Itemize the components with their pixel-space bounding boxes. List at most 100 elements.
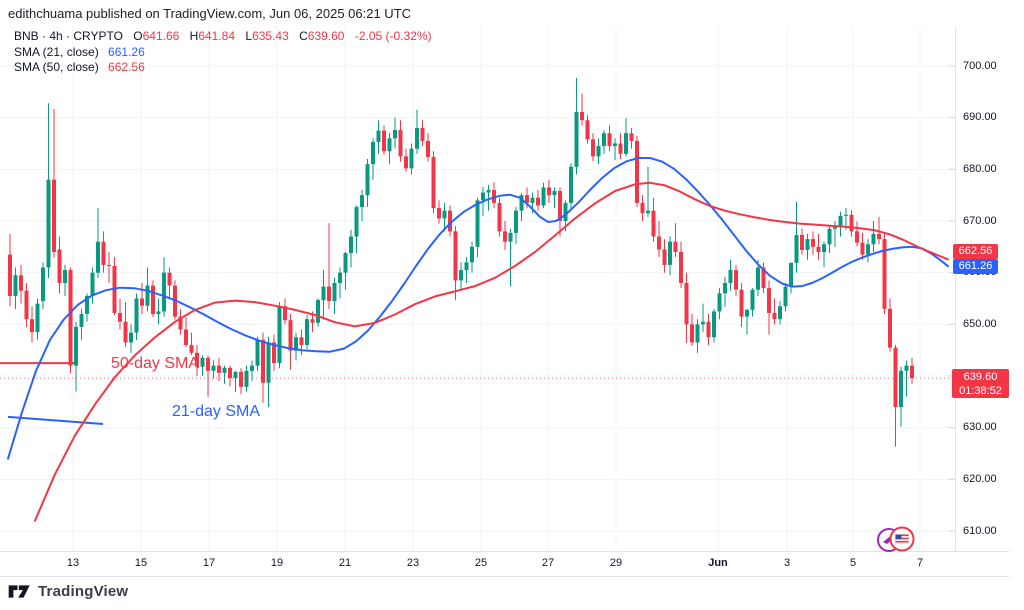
candle-up [41, 267, 45, 302]
candle-down [24, 290, 29, 320]
high-value: 641.84 [198, 29, 236, 43]
candle-down [288, 320, 293, 351]
candle-up [442, 210, 447, 219]
candle-up [646, 210, 650, 214]
candle-up [415, 128, 419, 149]
candle-down [635, 140, 639, 203]
candle-down [426, 140, 430, 157]
candle-down [431, 156, 436, 209]
sma50-price-badge: 662.56 [953, 243, 998, 259]
sma50-annotation-text[interactable]: 50-day SMA [111, 355, 200, 372]
time-axis[interactable]: 13 15 17 19 21 23 25 27 29 Jun 3 5 7 [0, 551, 1009, 577]
candle-down [525, 195, 529, 203]
candle-up [827, 228, 832, 245]
candle-up [486, 190, 491, 193]
us-flag-event-icon[interactable] [889, 526, 915, 552]
sma21-line [7, 157, 949, 460]
candle-up [833, 226, 837, 229]
candle-up [530, 197, 535, 203]
time-axis-label: 29 [609, 557, 623, 569]
candle-up [145, 285, 150, 306]
candle-down [140, 298, 144, 306]
candle-up [805, 239, 810, 250]
sma50-line [34, 181, 949, 522]
candle-up [85, 295, 89, 315]
candle-up [459, 270, 463, 281]
candle-up [365, 164, 370, 196]
candle-down [101, 241, 106, 265]
candle-down [618, 143, 623, 154]
candle-up [134, 298, 139, 333]
event-marker-group[interactable] [872, 524, 918, 556]
candle-down [772, 312, 777, 320]
candle-up [596, 146, 601, 157]
candle-up [794, 234, 799, 263]
candle-up [899, 370, 903, 408]
candle-down [272, 342, 276, 364]
candle-down [547, 187, 551, 196]
time-axis-label: 17 [202, 557, 216, 569]
sma21-legend-row[interactable]: SMA (21, close) 661.26 [14, 45, 432, 61]
candle-up [717, 293, 722, 312]
candle-down [811, 239, 815, 247]
candle-up [305, 319, 309, 346]
candle-up [624, 133, 628, 154]
sma21-value: 661.26 [108, 44, 145, 59]
candle-down [558, 191, 562, 222]
candle-down [327, 286, 331, 302]
low-label: L [245, 29, 253, 43]
candle-up [541, 187, 546, 206]
candle-down [536, 197, 540, 206]
candle-up [63, 270, 67, 284]
candle-down [585, 120, 590, 140]
trendline-drawing[interactable] [7, 415, 104, 426]
price-axis-label: 630.00 [963, 421, 997, 434]
candle-down [19, 275, 23, 291]
candle-up [200, 357, 205, 367]
candle-up [343, 253, 348, 273]
candle-up [277, 306, 282, 364]
bar-countdown: 01:38:52 [959, 385, 1002, 398]
time-axis-label: 27 [541, 557, 555, 569]
candle-up [904, 365, 909, 371]
sma50-value: 662.56 [108, 60, 145, 74]
candle-up [371, 141, 375, 165]
symbol-legend-row[interactable]: BNB · 4h · CRYPTO O641.66 H641.84 L635.4… [14, 29, 432, 45]
candle-down [910, 365, 914, 379]
candle-down [239, 371, 243, 387]
publisher-line: edithchuama published on TradingView.com… [8, 6, 412, 21]
candle-down [888, 308, 892, 348]
candle-up [602, 133, 606, 147]
candle-up [338, 272, 342, 284]
sma50-legend-row[interactable]: SMA (50, close) 662.56 [14, 60, 432, 76]
candle-down [404, 156, 408, 169]
candle-up [475, 200, 480, 247]
candle-up [844, 214, 848, 216]
candle-down [855, 231, 859, 243]
candle-up [90, 272, 95, 296]
candle-down [607, 133, 612, 147]
open-value: 641.66 [142, 29, 180, 43]
candle-up [129, 332, 133, 343]
candle-down [860, 242, 865, 255]
candle-up [294, 337, 298, 351]
candle-up [750, 289, 755, 310]
last-price-value: 639.60 [963, 371, 998, 384]
candle-down [800, 234, 804, 250]
candle-up [838, 215, 843, 227]
sma21-annotation-text[interactable]: 21-day SMA [172, 403, 261, 420]
time-axis-label: Jun [708, 557, 728, 569]
brand-name: TradingView [38, 583, 129, 600]
candle-down [453, 231, 458, 281]
symbol-title: BNB · 4h · CRYPTO [14, 29, 123, 43]
candle-up [789, 262, 793, 287]
time-axis-label: 3 [783, 557, 791, 569]
price-axis[interactable]: 700.00690.00680.00670.00660.00650.00640.… [955, 26, 1024, 551]
candle-down [734, 270, 738, 290]
candle-up [871, 233, 876, 245]
candle-down [877, 233, 881, 240]
candle-up [46, 179, 51, 268]
candle-up [695, 324, 700, 343]
